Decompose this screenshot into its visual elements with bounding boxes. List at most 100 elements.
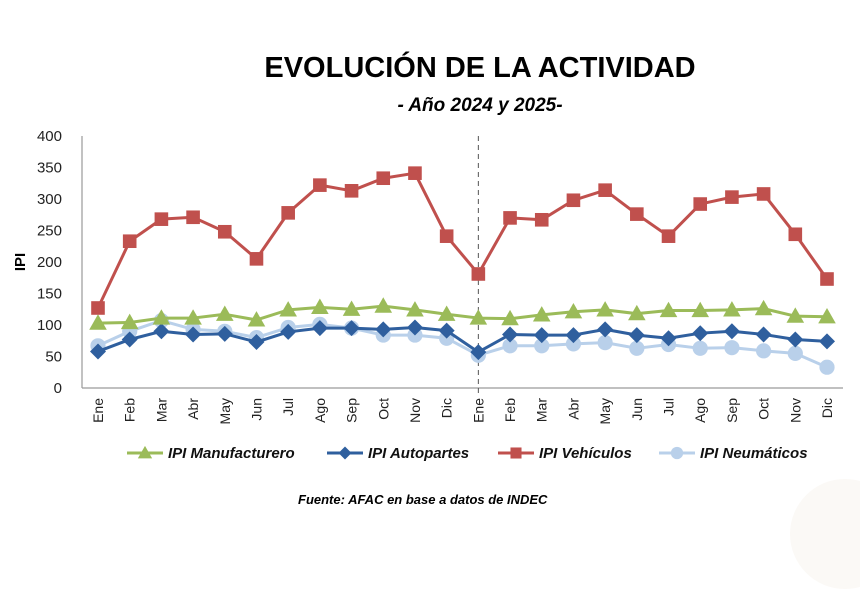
data-point (661, 229, 676, 243)
data-point (788, 227, 803, 242)
x-tick-label: Jun (629, 398, 645, 421)
chart-subtitle: - Año 2024 y 2025- (397, 95, 563, 116)
data-point (786, 307, 805, 323)
legend-item: IPI Manufacturero (127, 445, 295, 462)
y-tick-label: 250 (37, 223, 62, 240)
data-point (598, 183, 612, 197)
series-ipi-neum-ticos (90, 312, 835, 375)
data-point (628, 327, 645, 344)
data-point (216, 325, 233, 342)
data-point (281, 206, 295, 220)
data-point (280, 323, 297, 340)
x-tick-label: Sep (344, 398, 360, 423)
data-point (343, 320, 360, 337)
data-point (122, 234, 137, 249)
data-point (406, 301, 424, 317)
series-ipi-autopartes (90, 319, 835, 361)
y-axis-ticks: 0 50 100 150 200 250 300 350 400 (37, 128, 62, 397)
x-tick-label: May (597, 398, 613, 424)
data-point (819, 359, 835, 375)
data-point (185, 326, 202, 343)
data-point (279, 301, 297, 317)
series-group (89, 166, 836, 375)
series-ipi-veh-culos (91, 166, 834, 315)
data-point (406, 319, 423, 336)
data-point (376, 171, 391, 186)
data-point (723, 323, 740, 340)
data-point (215, 305, 234, 321)
data-point (89, 314, 107, 330)
data-point (217, 224, 232, 239)
legend-label: IPI Autopartes (368, 445, 469, 462)
data-point (725, 190, 739, 204)
y-tick-label: 350 (37, 160, 62, 177)
x-tick-label: Jul (661, 398, 677, 416)
data-point (374, 297, 393, 313)
x-tick-label: Ago (312, 398, 328, 423)
legend-item: IPI Autopartes (327, 445, 469, 462)
data-point (691, 301, 710, 318)
data-point (502, 326, 519, 343)
data-point (597, 335, 613, 351)
data-point (408, 166, 422, 180)
data-point (660, 330, 677, 347)
data-point (819, 333, 835, 350)
data-point (121, 331, 138, 348)
data-point (248, 334, 265, 351)
series-line (97, 319, 828, 369)
legend-marker-icon (338, 446, 352, 460)
data-point (120, 313, 139, 330)
y-tick-label: 300 (37, 191, 62, 208)
series-line (96, 171, 829, 309)
data-point (186, 210, 200, 225)
data-point (471, 267, 486, 281)
x-tick-label: May (217, 398, 233, 424)
chart-title: EVOLUCIÓN DE LA ACTIVIDAD (264, 52, 696, 84)
legend-marker-icon (670, 446, 684, 460)
data-point (693, 197, 708, 211)
source-note: Fuente: AFAC en base a datos de INDEC (298, 492, 548, 507)
data-point (342, 300, 361, 316)
data-point (470, 344, 487, 361)
data-point (501, 309, 519, 326)
axes (81, 136, 843, 396)
data-point (597, 321, 614, 338)
data-point (437, 305, 456, 321)
x-tick-label: Oct (756, 398, 772, 420)
x-tick-label: Dic (819, 398, 835, 418)
x-tick-label: Ago (692, 398, 708, 423)
legend-label: IPI Neumáticos (700, 445, 808, 462)
data-point (756, 187, 771, 201)
data-point (820, 272, 834, 286)
data-point (313, 178, 327, 192)
y-tick-label: 50 (45, 349, 62, 366)
data-point (787, 331, 804, 348)
legend-marker-icon (137, 445, 153, 459)
data-point (534, 212, 549, 227)
data-point (154, 212, 169, 226)
legend: IPI Manufacturero IPI Autopartes IPI Vehíc… (127, 445, 808, 462)
y-tick-label: 0 (54, 380, 62, 397)
data-point (692, 340, 708, 356)
x-tick-label: Abr (565, 398, 581, 420)
x-axis-ticks: Ene Feb Mar Abr May Jun Jul Ago Sep Oct Nov Dic Ene F… (90, 398, 835, 425)
data-point (311, 298, 329, 314)
x-tick-label: Mar (534, 398, 550, 422)
data-point (503, 211, 517, 225)
x-tick-label: Feb (502, 398, 518, 422)
x-tick-label: Ene (90, 398, 106, 423)
data-point (152, 309, 171, 325)
legend-item: IPI Vehículos (498, 445, 632, 462)
x-tick-label: Nov (787, 398, 803, 423)
data-point (502, 338, 518, 354)
data-point (564, 302, 583, 319)
data-point (90, 343, 106, 360)
data-point (534, 338, 550, 354)
data-point (596, 301, 614, 317)
series-line (97, 304, 828, 325)
x-tick-label: Dic (439, 398, 455, 418)
data-point (533, 327, 550, 344)
y-tick-label: 100 (37, 317, 62, 334)
data-point (439, 229, 454, 243)
data-point (469, 309, 488, 325)
